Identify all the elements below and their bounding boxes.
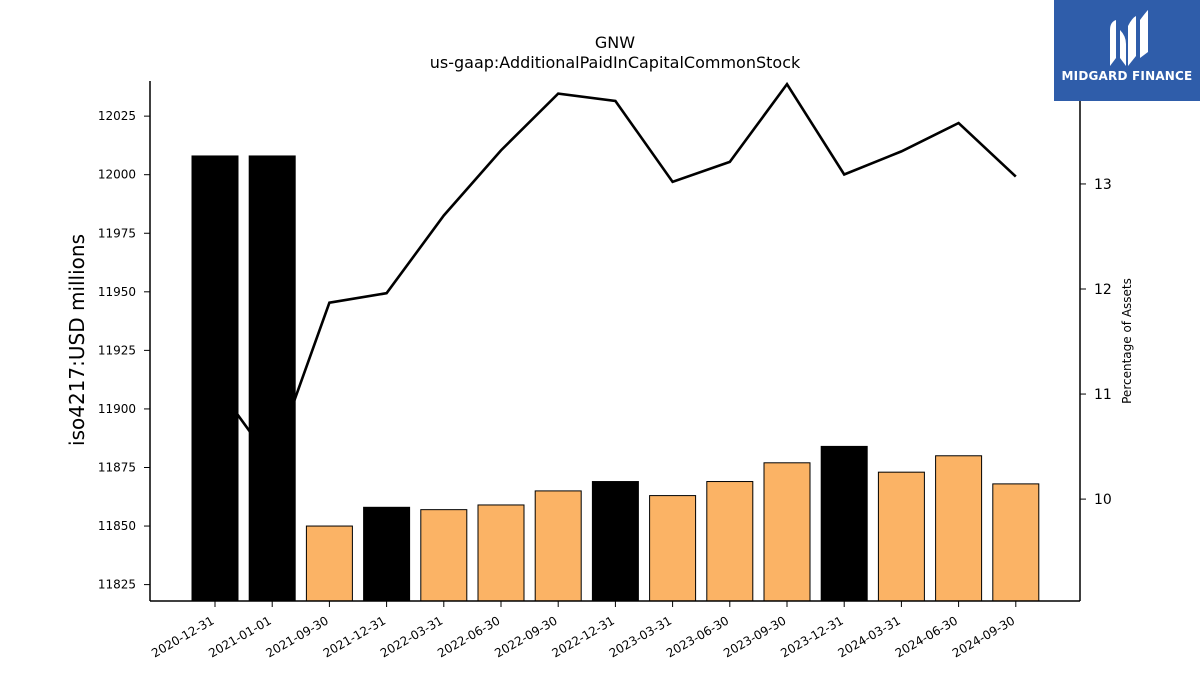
bar bbox=[706, 481, 754, 602]
y2-tick-label: 13 bbox=[1094, 177, 1112, 193]
x-tick-label: 2022-03-31 bbox=[378, 613, 445, 660]
x-tick-label: 2022-06-30 bbox=[435, 613, 502, 660]
x-tick-label: 2024-06-30 bbox=[893, 613, 960, 660]
bar bbox=[305, 525, 353, 602]
bar bbox=[820, 445, 868, 602]
y-tick-label: 12025 bbox=[98, 109, 136, 123]
bar bbox=[363, 506, 411, 602]
bar bbox=[992, 483, 1040, 602]
bar bbox=[763, 462, 811, 602]
y2-tick-label: 12 bbox=[1094, 282, 1112, 298]
brand-logo: MIDGARD FINANCE bbox=[1054, 0, 1200, 101]
plot-area: 11825 11850 11875 11900 11925 11950 11975 12000… bbox=[98, 81, 1112, 660]
bar bbox=[877, 471, 925, 602]
x-tick-label: 2021-09-30 bbox=[263, 613, 330, 660]
y-tick-label: 11900 bbox=[98, 402, 136, 416]
x-tick-label: 2021-01-01 bbox=[206, 613, 273, 660]
bar bbox=[649, 495, 697, 602]
y2-tick-label: 10 bbox=[1094, 492, 1112, 508]
x-tick-label: 2024-03-31 bbox=[835, 613, 902, 660]
x-tick-label: 2022-09-30 bbox=[492, 613, 559, 660]
y-tick-label: 11875 bbox=[98, 460, 136, 474]
series-line bbox=[213, 81, 1017, 466]
x-tick-label: 2021-12-31 bbox=[321, 613, 388, 660]
chart-subtitle: us-gaap:AdditionalPaidInCapitalCommonSto… bbox=[430, 53, 801, 72]
logo-text: MIDGARD FINANCE bbox=[1061, 69, 1193, 83]
y-tick-label: 12000 bbox=[98, 168, 136, 182]
x-tick-label: 2023-03-31 bbox=[607, 613, 674, 660]
x-tick-label: 2023-06-30 bbox=[664, 613, 731, 660]
y-tick-label: 11975 bbox=[98, 226, 136, 240]
bar bbox=[477, 504, 525, 602]
x-tick-label: 2023-12-31 bbox=[778, 613, 845, 660]
chart-title: GNW bbox=[595, 33, 635, 52]
y-tick-label: 11950 bbox=[98, 285, 136, 299]
y2-tick-label: 11 bbox=[1094, 387, 1112, 403]
x-tick-label: 2024-09-30 bbox=[950, 613, 1017, 660]
bar bbox=[534, 490, 582, 602]
x-tick-label: 2023-09-30 bbox=[721, 613, 788, 660]
bar bbox=[591, 481, 639, 602]
bar bbox=[191, 155, 239, 602]
x-tick-label: 2022-12-31 bbox=[549, 613, 616, 660]
y-tick-label: 11850 bbox=[98, 519, 136, 533]
y-axis-label: iso4217:USD millions bbox=[65, 234, 89, 446]
logo-mark-icon bbox=[1110, 10, 1148, 66]
bar bbox=[935, 455, 983, 602]
x-tick-label: 2020-12-31 bbox=[149, 613, 216, 660]
y2-axis-label: Percentage of Assets bbox=[1120, 278, 1134, 404]
bar bbox=[248, 155, 296, 602]
bar bbox=[420, 509, 468, 602]
y-tick-label: 11925 bbox=[98, 343, 136, 357]
y-tick-label: 11825 bbox=[98, 578, 136, 592]
